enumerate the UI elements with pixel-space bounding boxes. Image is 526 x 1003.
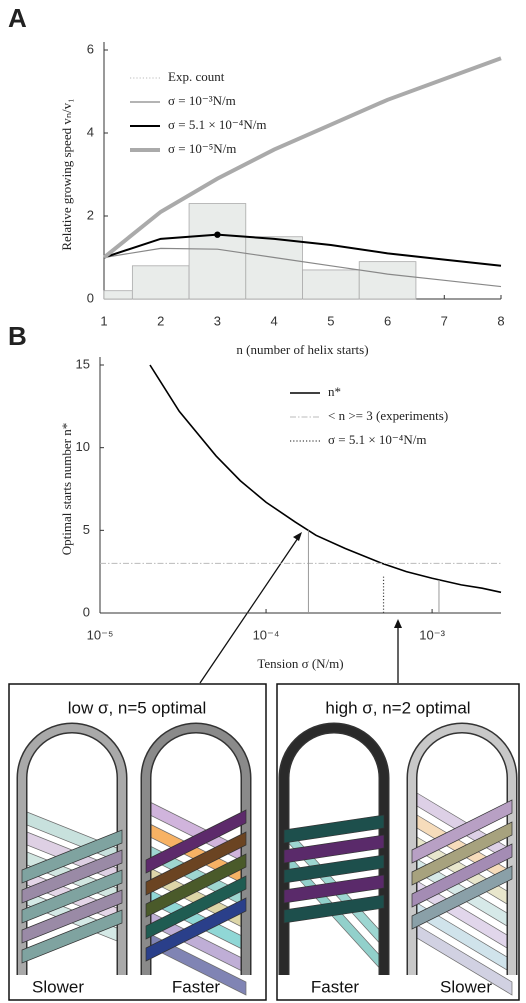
- helix-band: [145, 809, 247, 874]
- legend-label: σ = 10⁻³N/m: [168, 93, 236, 108]
- helix-band: [21, 869, 123, 924]
- panel-letter: B: [8, 321, 27, 351]
- helix-band: [21, 889, 123, 944]
- helix-band: [411, 821, 513, 886]
- legend-label: < n >= 3 (experiments): [328, 408, 448, 423]
- x-axis-label: n (number of helix starts): [236, 342, 368, 357]
- illustration-box: [276, 683, 520, 1001]
- illustration-title: low σ, n=5 optimal: [68, 698, 207, 717]
- chart: 0 5 10 15 10⁻⁵ 10⁻⁴ 10⁻³ Optimal starts number …: [59, 356, 502, 671]
- hist-bar: [302, 269, 360, 300]
- arrowhead: [293, 532, 302, 541]
- chart: 0 2 4 6 1 2 3 4 5 6 7 8 Relative growing speed vₙ/v₁…: [59, 41, 505, 357]
- illustration-label: Faster: [311, 977, 360, 996]
- helix-band: [283, 814, 385, 844]
- hist-bar: [103, 290, 133, 300]
- panel-letter: A: [8, 3, 27, 33]
- x-tick-label: 3: [214, 313, 221, 328]
- helix-band: [145, 875, 247, 940]
- helix-band: [411, 843, 513, 908]
- x-tick-label: 10⁻⁵: [87, 627, 114, 642]
- x-tick-label: 1: [100, 313, 107, 328]
- y-tick-label: 6: [87, 41, 94, 56]
- arch: [408, 724, 516, 975]
- legend-label: σ = 5.1 × 10⁻⁴N/m: [168, 117, 266, 132]
- helix-band: [283, 834, 385, 864]
- series-line: [149, 364, 502, 594]
- helix-band: [145, 853, 247, 918]
- y-tick-label: 2: [87, 207, 94, 222]
- illustration-label: Faster: [172, 977, 221, 996]
- y-axis-label: Optimal starts number n*: [59, 423, 74, 556]
- legend-label: σ = 5.1 × 10⁻⁴N/m: [328, 432, 426, 447]
- helix-band: [21, 849, 123, 904]
- legend-label: n*: [328, 384, 341, 399]
- helix-band: [145, 831, 247, 896]
- hist-bar: [245, 236, 303, 300]
- helix-band: [21, 909, 123, 964]
- arch: [280, 724, 388, 975]
- series-line: [102, 56, 502, 260]
- x-tick-label: 4: [271, 313, 278, 328]
- arch: [18, 724, 126, 975]
- helix-band: [411, 865, 513, 930]
- x-tick-label: 8: [497, 313, 504, 328]
- x-tick-label: 6: [384, 313, 391, 328]
- legend-label: σ = 10⁻⁵N/m: [168, 141, 236, 156]
- hist-bar: [188, 203, 247, 300]
- helix-band: [283, 894, 385, 924]
- y-tick-label: 0: [83, 604, 90, 619]
- illustration-label: Slower: [32, 977, 84, 996]
- optimum-marker: [214, 231, 221, 238]
- x-axis-label: Tension σ (N/m): [257, 656, 343, 671]
- hist-bar: [358, 261, 417, 300]
- x-tick-label: 5: [327, 313, 334, 328]
- y-axis-label: Relative growing speed vₙ/v₁: [59, 98, 74, 250]
- legend-label: Exp. count: [168, 69, 225, 84]
- y-tick-label: 0: [87, 290, 94, 305]
- arch: [142, 724, 250, 975]
- x-tick-label: 7: [441, 313, 448, 328]
- illustration-box: [8, 683, 267, 1001]
- x-tick-label: 10⁻⁴: [253, 627, 280, 642]
- illustration-label: Slower: [440, 977, 492, 996]
- y-tick-label: 5: [83, 522, 90, 537]
- x-tick-label: 2: [157, 313, 164, 328]
- helix-band: [411, 799, 513, 864]
- helix-band: [283, 854, 385, 884]
- y-tick-label: 15: [76, 356, 90, 371]
- hist-bar: [131, 265, 190, 300]
- helix-band: [21, 829, 123, 884]
- series-line: [103, 233, 502, 267]
- series-line: [103, 247, 502, 288]
- illustration-title: high σ, n=2 optimal: [325, 698, 470, 717]
- y-tick-label: 4: [87, 124, 94, 139]
- helix-band: [145, 897, 247, 962]
- helix-band: [283, 874, 385, 904]
- y-tick-label: 10: [76, 439, 90, 454]
- arrowhead: [394, 619, 402, 628]
- arrow: [199, 537, 299, 684]
- x-tick-label: 10⁻³: [419, 627, 445, 642]
